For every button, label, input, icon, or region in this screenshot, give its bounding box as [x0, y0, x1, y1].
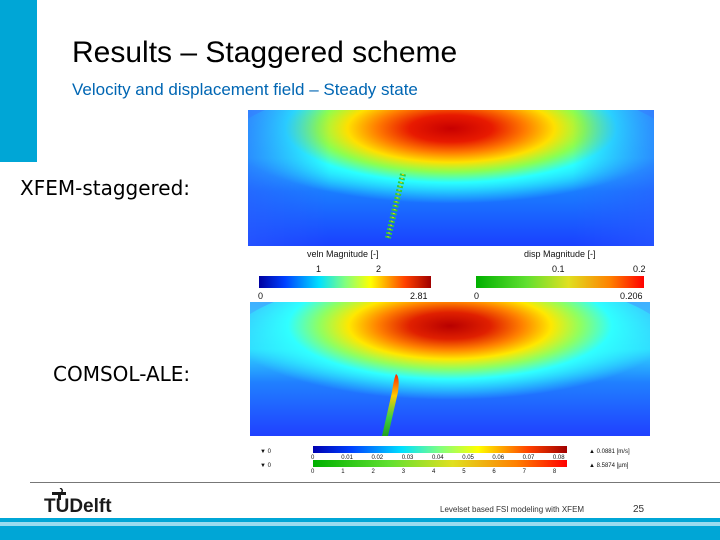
disp-max: 0.206: [620, 291, 643, 301]
colorbar-tick: 5: [462, 469, 466, 475]
footer-band-stripe: [0, 522, 720, 526]
disp-tick-2: 0.2: [633, 264, 646, 274]
colorbar-tick: 8: [552, 469, 557, 475]
colorbar-tick: 0.07: [522, 455, 535, 461]
comsol-solid-bar: [382, 374, 399, 436]
colorbar-tick: 2: [371, 469, 375, 475]
colorbar-tick: 6: [492, 469, 496, 475]
colorbar-tick: 7: [522, 469, 526, 475]
colorbar-tick: 0.02: [371, 455, 384, 461]
presentation-title: Levelset based FSI modeling with XFEM: [440, 505, 585, 514]
comsol-label: COMSOL-ALE:: [53, 362, 191, 386]
comsol-velocity-field: [250, 302, 650, 436]
comsol-disp-max-marker: ▲ 8.5874 [µm]: [589, 463, 629, 469]
slide-subtitle: Velocity and displacement field – Steady…: [72, 80, 418, 99]
veln-colorbar-title: veln Magnitude [-]: [307, 249, 379, 259]
slide-title: Results – Staggered scheme: [72, 36, 458, 69]
disp-tick-1: 0.1: [552, 264, 565, 274]
colorbar-tick: 0.01: [341, 455, 353, 461]
logo-text: TUDelft: [44, 496, 112, 517]
tudelft-logo: [44, 487, 124, 516]
disp-min: 0: [474, 291, 480, 301]
colorbar-tick: 0: [311, 455, 315, 461]
colorbar-tick: 0.03: [401, 455, 414, 461]
disp-colorbar-title: disp Magnitude [-]: [524, 249, 596, 259]
veln-min: 0: [258, 291, 264, 301]
xfem-solid-bar: [385, 173, 406, 239]
colorbar-tick: 4: [431, 469, 436, 475]
colorbar-tick: 0.04: [431, 455, 444, 461]
tudelft-logo-text: TUDelft: [44, 496, 112, 518]
colorbar-tick: 3: [401, 469, 406, 475]
comsol-vel-min-marker: ▼ 0: [260, 449, 271, 455]
colorbar-tick: 0.08: [552, 455, 565, 461]
veln-tick-2: 2: [376, 264, 382, 274]
colorbar-tick: 1: [341, 469, 345, 475]
comsol-disp-min-marker: ▼ 0: [260, 463, 271, 469]
colorbar-tick: 0.06: [492, 455, 505, 461]
xfem-velocity-field: [248, 110, 654, 246]
veln-tick-1: 1: [316, 264, 322, 274]
veln-max: 2.81: [410, 291, 428, 301]
colorbar-tick: 0: [311, 469, 315, 475]
accent-bar: [0, 0, 37, 162]
footer-divider: [30, 482, 720, 483]
comsol-vel-max-marker: ▲ 0.0881 [m/s]: [589, 449, 630, 455]
xfem-label: XFEM-staggered:: [20, 176, 191, 200]
tudelft-flame-logo-icon: [52, 487, 66, 500]
page-number: 25: [633, 504, 645, 515]
colorbar-tick: 0.05: [462, 455, 474, 461]
